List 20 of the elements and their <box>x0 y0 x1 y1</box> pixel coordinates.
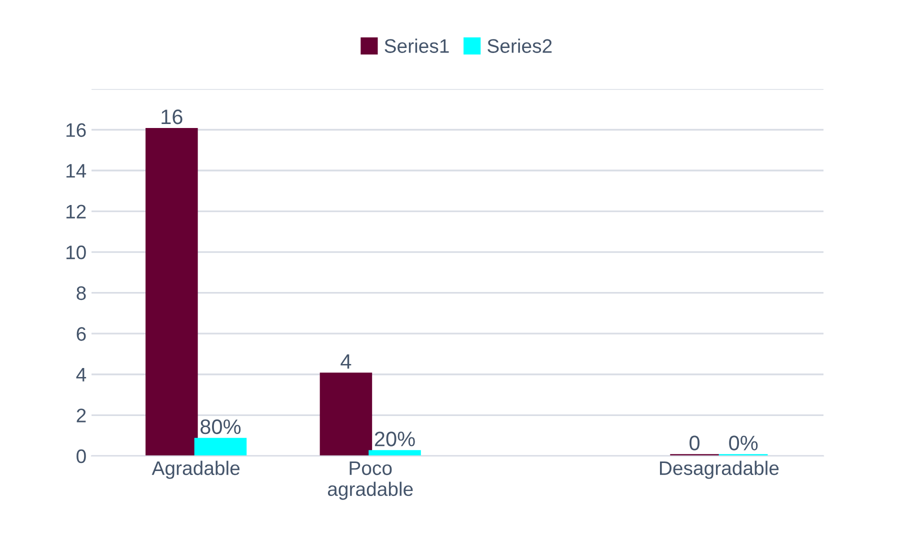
y-tick-label: 8 <box>76 286 86 300</box>
data-label: 0% <box>729 436 758 450</box>
x-tick-label: Poco agradable <box>328 461 413 500</box>
y-tick-label: 10 <box>66 246 86 260</box>
y-tick-label: 6 <box>76 327 86 341</box>
data-label: 4 <box>340 354 352 369</box>
data-label: 0 <box>690 436 700 450</box>
y-tick-label: 12 <box>66 204 86 218</box>
data-label: 20% <box>374 432 415 446</box>
legend-label: Series2 <box>488 38 552 53</box>
data-label: 80% <box>200 419 241 434</box>
y-tick-label: 4 <box>76 368 86 382</box>
x-tick-label: Desagradable <box>660 460 779 479</box>
legend-label: Series1 <box>384 38 449 53</box>
y-tick-label: 14 <box>66 164 86 178</box>
y-tick-label: 2 <box>76 408 86 422</box>
y-tick-label: 16 <box>66 123 86 137</box>
data-label: 16 <box>162 109 182 124</box>
y-tick-label: 0 <box>76 449 86 464</box>
x-tick-label: Agradable <box>152 460 240 479</box>
